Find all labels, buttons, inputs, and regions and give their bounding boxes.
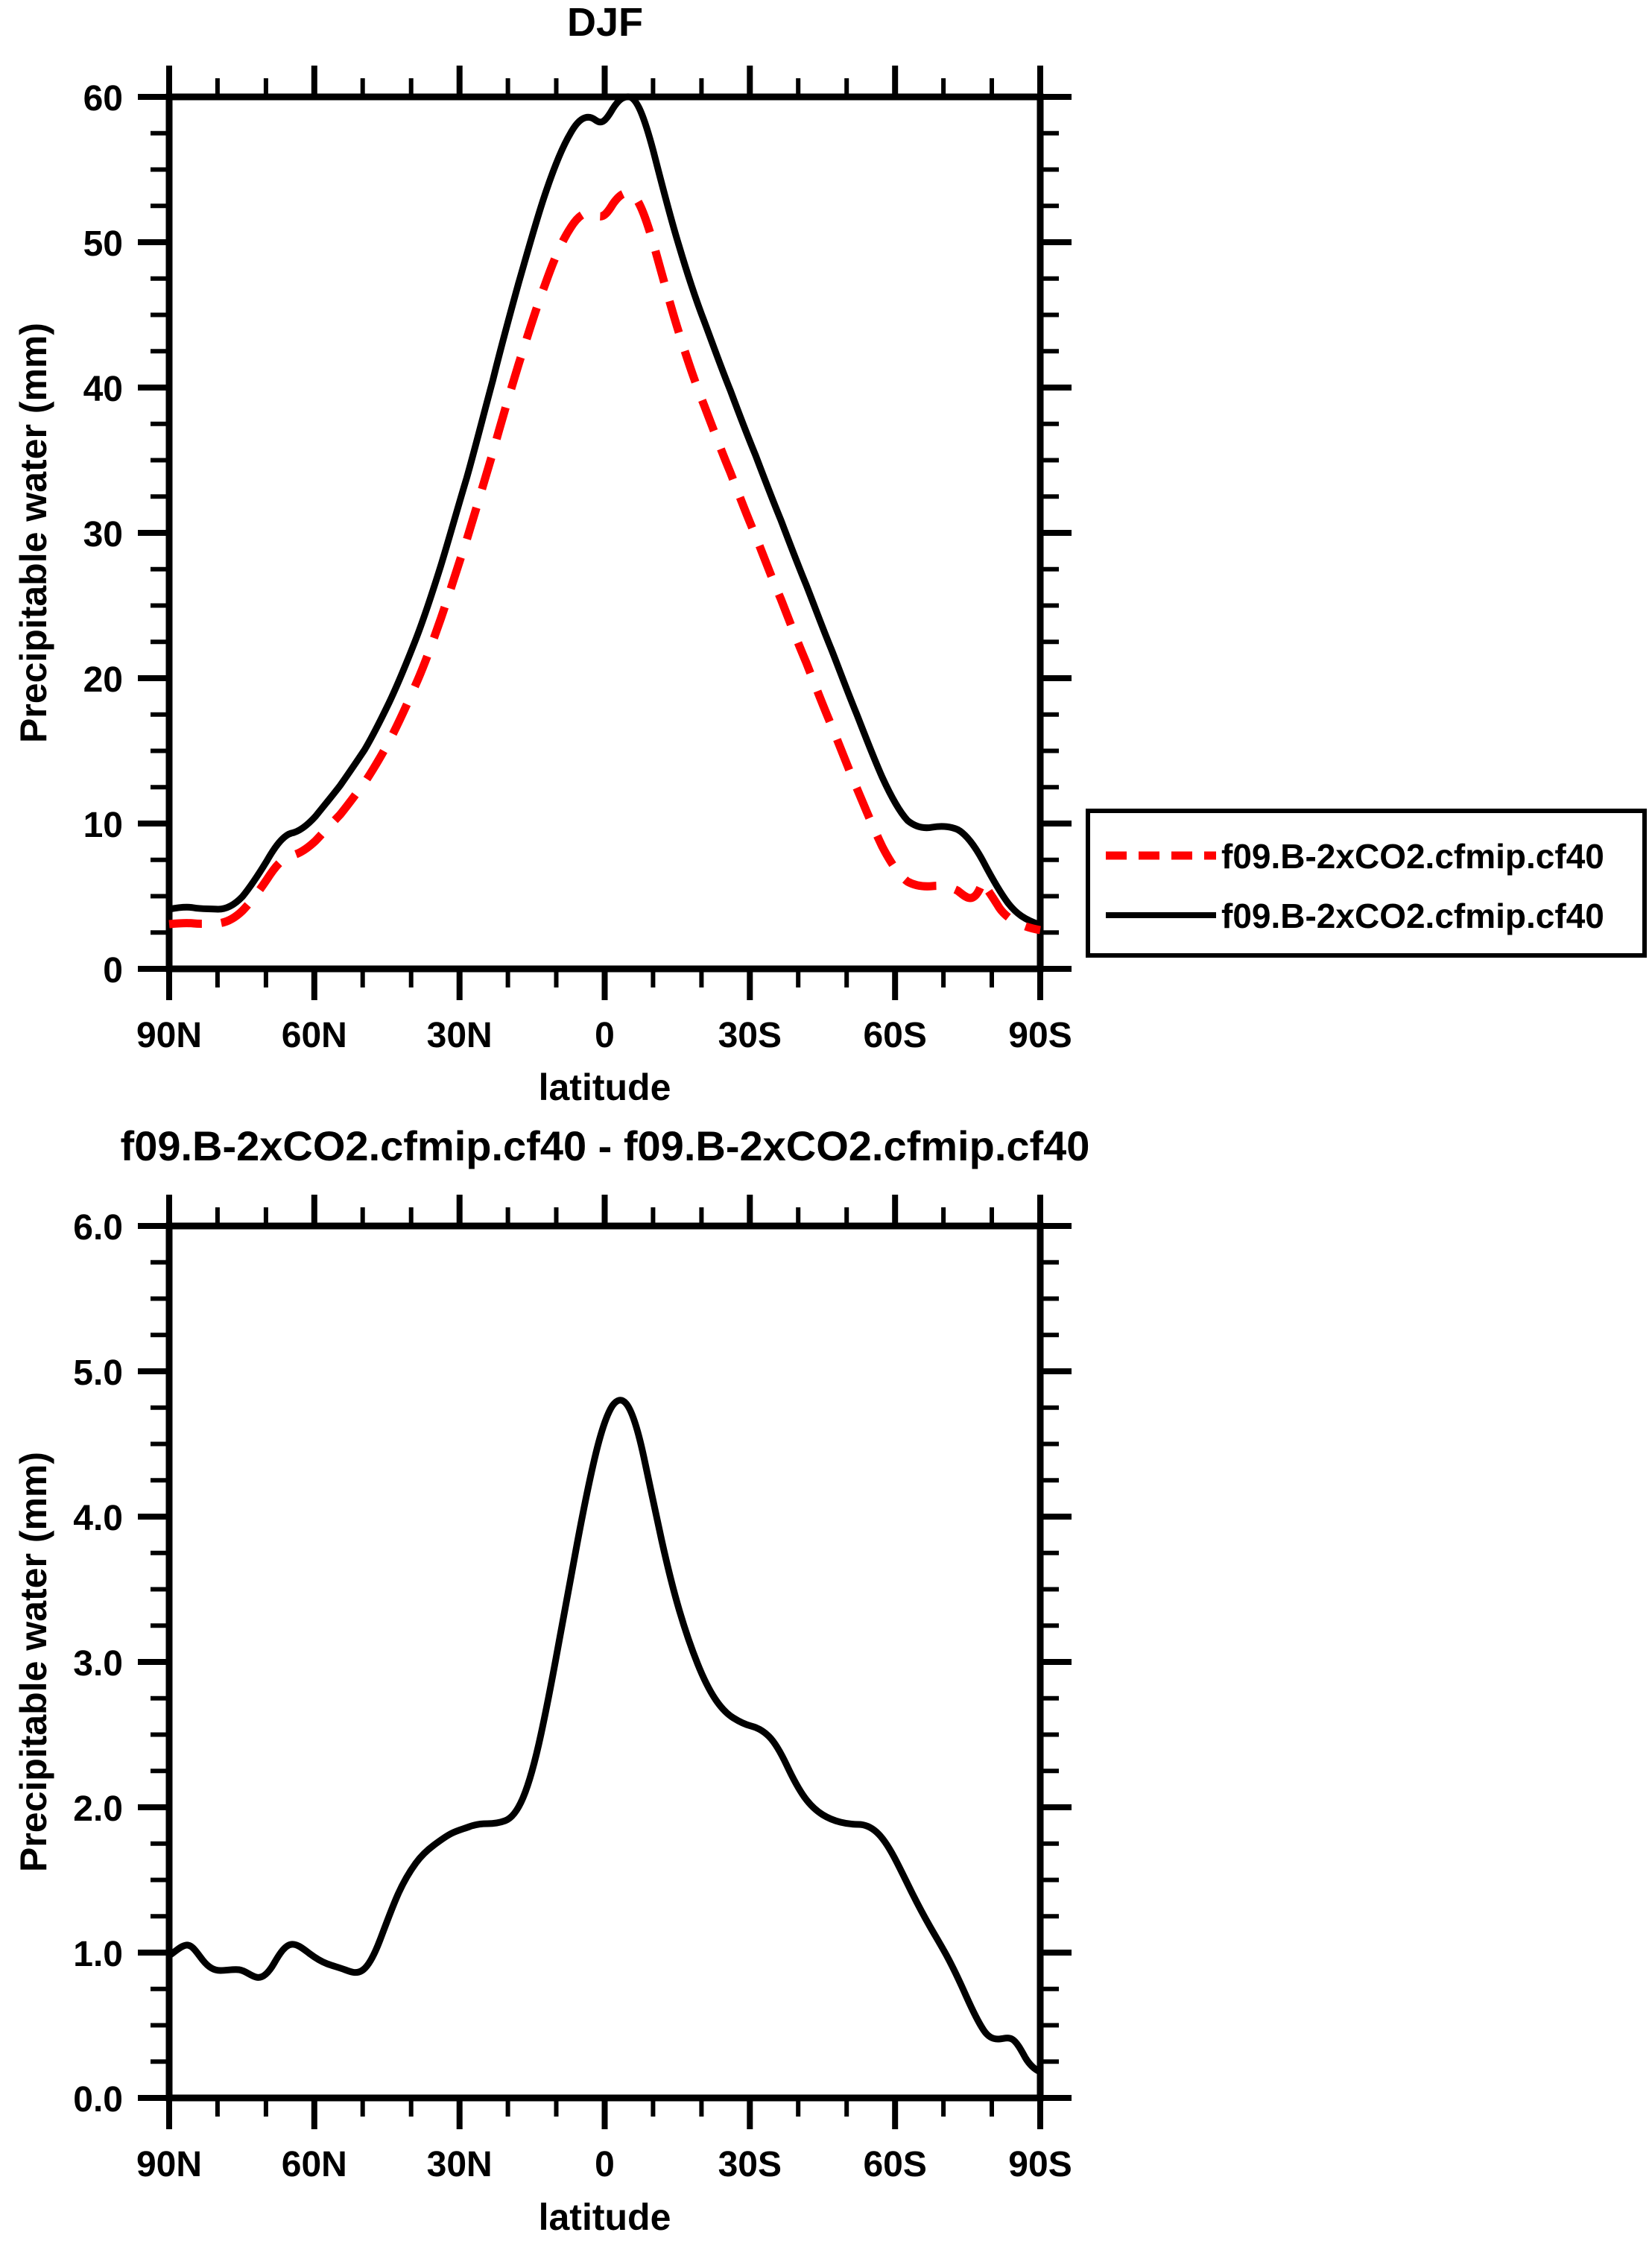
middle-title-wrap: f09.B-2xCO2.cfmip.cf40 - f09.B-2xCO2.cfm… <box>0 1114 1229 1181</box>
bottom-series-group <box>165 1397 1044 2076</box>
series-black-solid <box>165 93 1044 929</box>
top-x-tick-labels: 90N 60N 30N 0 30S 60S 90S <box>136 1016 1072 1055</box>
top-x-axis-label: latitude <box>539 1066 671 1108</box>
middle-title-svg: f09.B-2xCO2.cfmip.cf40 - f09.B-2xCO2.cfm… <box>121 1122 1090 1169</box>
top-chart-title: DJF <box>567 0 643 45</box>
bottom-xtick-30n: 30N <box>427 2145 493 2184</box>
top-xtick-60s: 60S <box>863 1016 926 1055</box>
top-ytick-30: 30 <box>83 515 123 554</box>
series-red-dashed <box>168 189 1041 935</box>
bottom-xtick-90s: 90S <box>1008 2145 1072 2184</box>
top-ytick-40: 40 <box>83 370 123 409</box>
top-xtick-90s: 90S <box>1008 1016 1072 1055</box>
top-chart-svg: DJF <box>13 0 1072 1108</box>
legend-box[interactable]: f09.B-2xCO2.cfmip.cf40 f09.B-2xCO2.cfmip… <box>1086 809 1647 958</box>
top-ytick-0: 0 <box>103 951 123 990</box>
top-xtick-30s: 30S <box>718 1016 782 1055</box>
top-x-major-ticks <box>166 66 1043 1000</box>
bottom-ytick-3: 3.0 <box>73 1644 123 1684</box>
bottom-x-minor-ticks <box>215 1207 994 2117</box>
top-y-major-ticks <box>138 94 1072 972</box>
bottom-x-axis-label: latitude <box>539 2196 671 2238</box>
top-xtick-90n: 90N <box>136 1016 202 1055</box>
legend-entry-red[interactable]: f09.B-2xCO2.cfmip.cf40 <box>1106 837 1604 876</box>
top-series-group <box>165 93 1044 935</box>
bottom-xtick-0: 0 <box>595 2145 615 2184</box>
bottom-xtick-90n: 90N <box>136 2145 202 2184</box>
top-y-minor-ticks <box>151 130 1059 935</box>
top-y-axis-label: Precipitable water (mm) <box>13 323 54 743</box>
top-ytick-10: 10 <box>83 806 123 845</box>
bottom-y-tick-labels: 0.0 1.0 2.0 3.0 4.0 5.0 6.0 <box>73 1208 123 2120</box>
legend-label-2: f09.B-2xCO2.cfmip.cf40 <box>1221 897 1604 935</box>
top-ytick-20: 20 <box>83 660 123 700</box>
top-xtick-0: 0 <box>595 1016 615 1055</box>
top-ytick-60: 60 <box>83 79 123 118</box>
legend-frame <box>1086 809 1647 958</box>
bottom-plot-frame <box>165 1222 1044 2102</box>
top-ytick-50: 50 <box>83 224 123 264</box>
bottom-ytick-1: 1.0 <box>73 1935 123 1974</box>
bottom-ytick-5: 5.0 <box>73 1353 123 1393</box>
bottom-y-major-ticks <box>138 1223 1072 2101</box>
bottom-ytick-4: 4.0 <box>73 1499 123 1538</box>
legend-svg: f09.B-2xCO2.cfmip.cf40 f09.B-2xCO2.cfmip… <box>1086 809 1647 958</box>
top-xtick-30n: 30N <box>427 1016 493 1055</box>
bottom-panel: 0.0 1.0 2.0 3.0 4.0 5.0 6.0 90N 60N 30N … <box>0 1192 1652 2244</box>
bottom-xtick-60n: 60N <box>282 2145 347 2184</box>
bottom-x-major-ticks <box>166 1195 1043 2129</box>
top-plot-frame <box>165 93 1044 973</box>
bottom-xtick-30s: 30S <box>718 2145 782 2184</box>
bottom-ytick-0: 0.0 <box>73 2080 123 2120</box>
difference-chart-title: f09.B-2xCO2.cfmip.cf40 - f09.B-2xCO2.cfm… <box>121 1122 1090 1169</box>
bottom-xtick-60s: 60S <box>863 2145 926 2184</box>
top-x-minor-ticks <box>215 78 994 987</box>
bottom-y-minor-ticks <box>151 1260 1059 2064</box>
legend-entry-black[interactable]: f09.B-2xCO2.cfmip.cf40 <box>1106 897 1604 935</box>
top-panel: DJF <box>0 0 1652 1118</box>
bottom-x-tick-labels: 90N 60N 30N 0 30S 60S 90S <box>136 2145 1072 2184</box>
bottom-ytick-2: 2.0 <box>73 1789 123 1829</box>
top-y-tick-labels: 0 10 20 30 40 50 60 <box>83 79 123 990</box>
legend-label-1: f09.B-2xCO2.cfmip.cf40 <box>1221 837 1604 876</box>
bottom-chart-svg: 0.0 1.0 2.0 3.0 4.0 5.0 6.0 90N 60N 30N … <box>13 1195 1072 2238</box>
series-difference <box>165 1397 1044 2076</box>
bottom-ytick-6: 6.0 <box>73 1208 123 1248</box>
bottom-y-axis-label: Precipitable water (mm) <box>13 1452 54 1872</box>
top-xtick-60n: 60N <box>282 1016 347 1055</box>
